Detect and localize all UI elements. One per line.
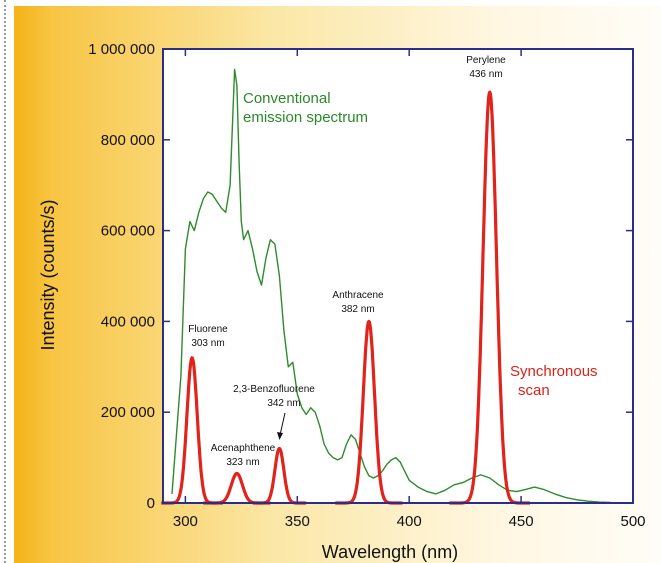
y-tick-label-400000: 400 000 <box>101 313 155 330</box>
y-tick-label-200000: 200 000 <box>101 404 155 421</box>
conventional-series-layer <box>171 68 611 504</box>
conventional-series-label-line1: Conventional <box>243 90 331 107</box>
y-axis-title: Intensity (counts/s) <box>38 199 58 350</box>
y-tick-label-1000000: 1 000 000 <box>88 41 155 58</box>
benzofluorene-pointer-line <box>279 412 286 436</box>
peak-label-anthracene-wavelength: 382 nm <box>341 304 374 315</box>
x-tick-label-400: 400 <box>397 513 422 530</box>
peak-label-acenaphthene-wavelength: 323 nm <box>226 457 259 468</box>
peak-label-perylene-wavelength: 436 nm <box>469 69 502 80</box>
x-tick-label-300: 300 <box>173 513 198 530</box>
x-tick-label-450: 450 <box>509 513 534 530</box>
synchronous-series-label-line1: Synchronous <box>510 363 598 380</box>
benzofluorene-pointer-arrowhead <box>277 432 283 440</box>
peak-label-fluorene-name: Fluorene <box>188 324 228 335</box>
peak-label-anthracene-name: Anthracene <box>332 290 384 301</box>
x-tick-label-350: 350 <box>285 513 310 530</box>
conventional-series-line <box>171 68 611 504</box>
tick-labels: 300 350 400 450 500 0 200 000 400 000 600 000 800… <box>88 41 645 530</box>
plot-area <box>163 49 633 503</box>
conventional-series-label-line2: emission spectrum <box>243 109 368 126</box>
synchronous-series-label-line2: scan <box>518 382 550 399</box>
peak-label-benzofluorene-wavelength: 342 nm <box>267 398 300 409</box>
x-axis-title: Wavelength (nm) <box>322 542 458 562</box>
y-tick-label-800000: 800 000 <box>101 132 155 149</box>
peak-label-acenaphthene-name: Acenaphthene <box>211 443 276 454</box>
peak-label-fluorene-wavelength: 303 nm <box>191 338 224 349</box>
plot-frame <box>162 48 634 504</box>
y-tick-label-600000: 600 000 <box>101 223 155 240</box>
dotted-edge <box>4 0 6 563</box>
y-tick-label-0: 0 <box>147 495 155 512</box>
peak-label-perylene-name: Perylene <box>466 55 506 66</box>
axis-ticks <box>163 48 634 504</box>
peak-label-benzofluorene-name: 2,3-Benzofluorene <box>233 384 315 395</box>
x-tick-label-500: 500 <box>620 513 645 530</box>
